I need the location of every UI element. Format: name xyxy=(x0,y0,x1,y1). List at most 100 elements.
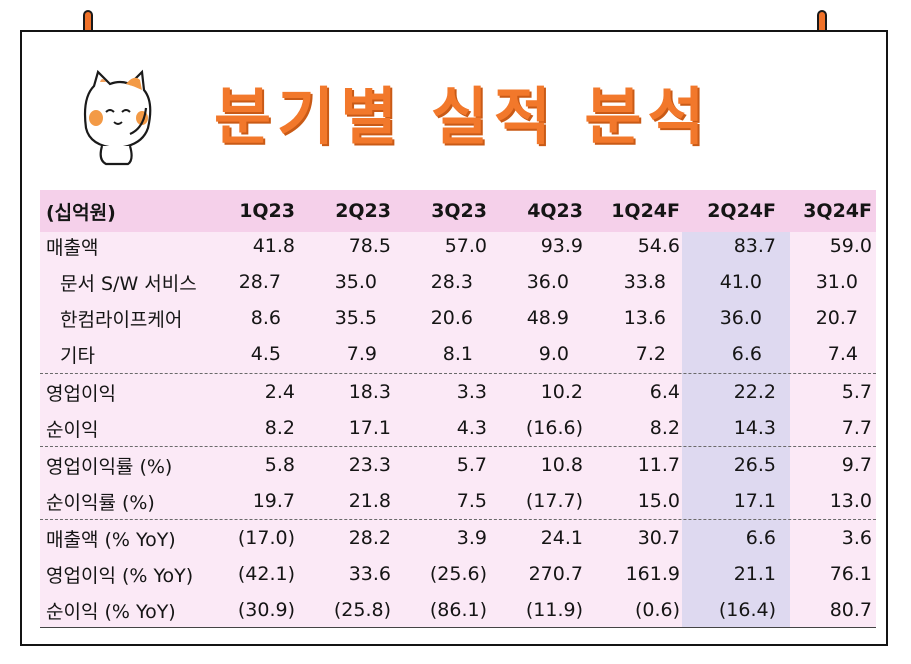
cell-value: 8.2 xyxy=(264,417,295,439)
cell-value: 17.1 xyxy=(348,417,391,439)
cell-value: 21.8 xyxy=(348,490,391,512)
cell-value: 80.7 xyxy=(829,599,872,621)
row-separator xyxy=(40,446,876,447)
financial-table: (십억원) 1Q23 2Q23 3Q23 4Q23 1Q24F 2Q24F 3Q… xyxy=(40,190,876,628)
cell-value: 93.9 xyxy=(540,235,583,257)
cell-value: (16.6) xyxy=(525,417,583,439)
cell-value: 28.2 xyxy=(348,527,391,549)
row-label: 매출액 xyxy=(46,236,99,259)
cell-value: 35.0 xyxy=(334,271,377,293)
cell-value: 8.2 xyxy=(649,417,680,439)
row-label: 순이익 (% YoY) xyxy=(46,600,176,623)
cell-value: 20.7 xyxy=(815,307,858,329)
cell-value: 76.1 xyxy=(829,563,872,585)
cell-value: 8.6 xyxy=(250,307,281,329)
cell-value: 17.1 xyxy=(733,490,776,512)
page-title: 분기별 실적 분석 xyxy=(214,80,711,153)
cell-value: 5.7 xyxy=(456,454,487,476)
cell-value: (11.9) xyxy=(525,599,583,621)
cell-value: 22.2 xyxy=(733,381,776,403)
cell-value: (25.8) xyxy=(333,599,391,621)
col-header: 1Q23 xyxy=(239,200,295,222)
cell-value: 5.8 xyxy=(264,454,295,476)
cell-value: 33.8 xyxy=(623,271,666,293)
cell-value: 9.7 xyxy=(841,454,872,476)
cell-value: 30.7 xyxy=(637,527,680,549)
cell-value: (17.0) xyxy=(237,527,295,549)
cell-value: 5.7 xyxy=(841,381,872,403)
table-row: 영업이익 (% YoY) (42.1) 33.6 (25.6) 270.7 16… xyxy=(40,556,876,592)
col-header: 2Q24F xyxy=(707,200,776,222)
cell-value: 54.6 xyxy=(637,235,680,257)
row-label: 기타 xyxy=(60,344,95,367)
cell-value: 8.1 xyxy=(442,343,473,365)
cell-value: 23.3 xyxy=(348,454,391,476)
cell-value: (16.4) xyxy=(718,599,776,621)
cell-value: 6.6 xyxy=(731,343,762,365)
cell-value: 7.4 xyxy=(827,343,858,365)
cell-value: 161.9 xyxy=(625,563,680,585)
row-label: 영업이익 (% YoY) xyxy=(46,564,194,587)
table-row: 순이익 8.2 17.1 4.3 (16.6) 8.2 14.3 7.7 xyxy=(40,410,876,446)
cell-value: 83.7 xyxy=(733,235,776,257)
table-bottom-border xyxy=(40,627,876,628)
cell-value: 6.6 xyxy=(745,527,776,549)
row-label: 한컴라이프케어 xyxy=(60,308,183,331)
table-row: 순이익률 (%) 19.7 21.8 7.5 (17.7) 15.0 17.1 … xyxy=(40,483,876,519)
col-header: 2Q23 xyxy=(335,200,391,222)
cell-value: 33.6 xyxy=(348,563,391,585)
cell-value: 13.0 xyxy=(829,490,872,512)
cell-value: 31.0 xyxy=(815,271,858,293)
cell-value: 4.3 xyxy=(456,417,487,439)
row-separator xyxy=(40,519,876,520)
table-row: 순이익 (% YoY) (30.9) (25.8) (86.1) (11.9) … xyxy=(40,592,876,628)
cell-value: 18.3 xyxy=(348,381,391,403)
cell-value: 57.0 xyxy=(444,235,487,257)
col-header: 1Q24F xyxy=(611,200,680,222)
cell-value: 21.1 xyxy=(733,563,776,585)
cell-value: 41.8 xyxy=(252,235,295,257)
cell-value: 3.3 xyxy=(456,381,487,403)
table-row: 영업이익률 (%) 5.8 23.3 5.7 10.8 11.7 26.5 9.… xyxy=(40,447,876,483)
table-row: 영업이익 2.4 18.3 3.3 10.2 6.4 22.2 5.7 xyxy=(40,374,876,410)
cell-value: 36.0 xyxy=(526,271,569,293)
row-label: 순이익률 (%) xyxy=(46,491,155,514)
cell-value: 10.2 xyxy=(540,381,583,403)
row-label: 영업이익 xyxy=(46,382,116,405)
cell-value: 7.9 xyxy=(346,343,377,365)
cell-value: (42.1) xyxy=(237,563,295,585)
cell-value: 9.0 xyxy=(538,343,569,365)
cell-value: (30.9) xyxy=(237,599,295,621)
table-row: 기타 4.5 7.9 8.1 9.0 7.2 6.6 7.4 xyxy=(40,336,876,372)
table-row: 매출액 41.8 78.5 57.0 93.9 54.6 83.7 59.0 xyxy=(40,228,876,264)
cat-mascot-icon xyxy=(83,69,152,166)
cell-value: 6.4 xyxy=(649,381,680,403)
cell-value: 14.3 xyxy=(733,417,776,439)
unit-label: (십억원) xyxy=(46,201,116,224)
col-header: 4Q23 xyxy=(527,200,583,222)
cell-value: 24.1 xyxy=(540,527,583,549)
cell-value: (86.1) xyxy=(429,599,487,621)
cell-value: 13.6 xyxy=(623,307,666,329)
cell-value: 2.4 xyxy=(264,381,295,403)
cell-value: 48.9 xyxy=(526,307,569,329)
cell-value: 35.5 xyxy=(334,307,377,329)
cell-value: 28.3 xyxy=(430,271,473,293)
row-label: 매출액 (% YoY) xyxy=(46,528,176,551)
cell-value: 41.0 xyxy=(719,271,762,293)
cell-value: 270.7 xyxy=(528,563,583,585)
row-label: 순이익 xyxy=(46,418,99,441)
cell-value: 15.0 xyxy=(637,490,680,512)
table-header-row: (십억원) 1Q23 2Q23 3Q23 4Q23 1Q24F 2Q24F 3Q… xyxy=(40,190,876,232)
table-row: 한컴라이프케어 8.6 35.5 20.6 48.9 13.6 36.0 20.… xyxy=(40,300,876,336)
cell-value: 36.0 xyxy=(719,307,762,329)
highlight-column xyxy=(682,190,790,628)
cell-value: 3.6 xyxy=(841,527,872,549)
cell-value: 3.9 xyxy=(456,527,487,549)
row-label: 영업이익률 (%) xyxy=(46,455,173,478)
col-header: 3Q24F xyxy=(803,200,872,222)
row-label: 문서 S/W 서비스 xyxy=(60,272,197,295)
cell-value: (0.6) xyxy=(634,599,680,621)
cell-value: 19.7 xyxy=(252,490,295,512)
cell-value: 59.0 xyxy=(829,235,872,257)
